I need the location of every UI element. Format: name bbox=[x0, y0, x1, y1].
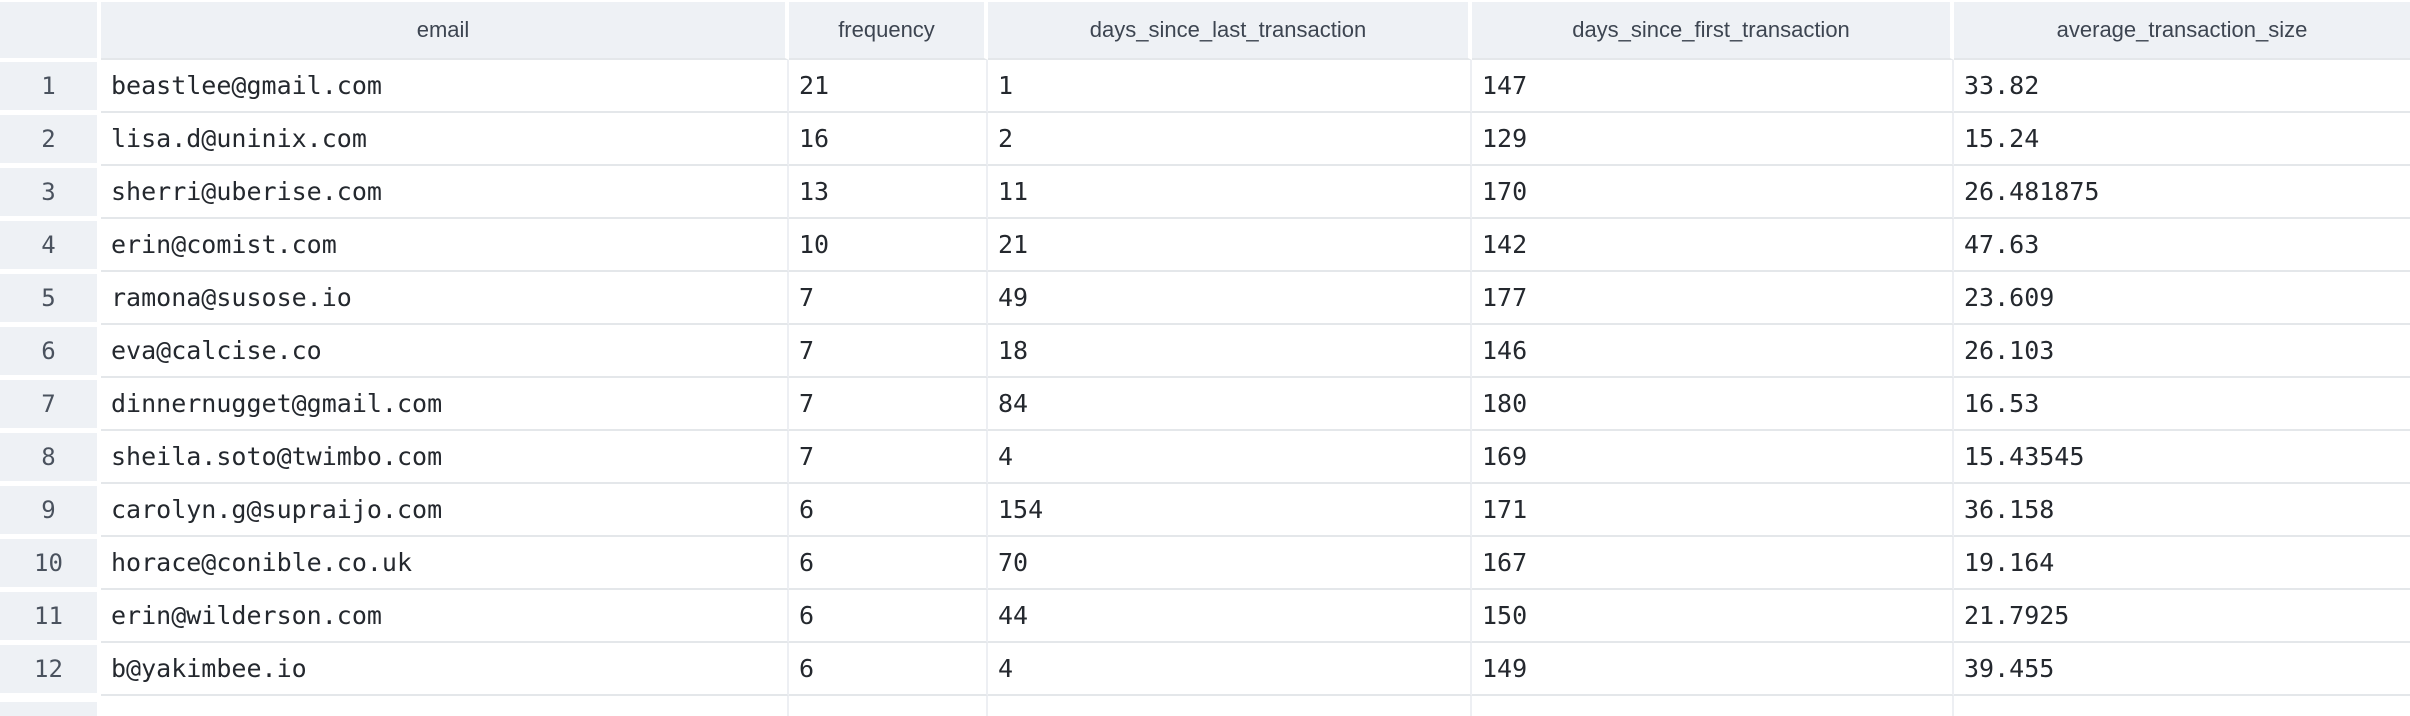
table-row: 4 erin@comist.com 10 21 142 47.63 bbox=[0, 219, 2410, 272]
cell-days-since-first-transaction[interactable]: 170 bbox=[1472, 166, 1954, 219]
column-header-email[interactable]: email bbox=[101, 0, 789, 60]
cell-average-transaction-size[interactable]: 15.43545 bbox=[1954, 431, 2410, 484]
row-index: 12 bbox=[0, 643, 101, 696]
cell-frequency[interactable]: 6 bbox=[789, 590, 988, 643]
cell-days-since-first-transaction[interactable]: 146 bbox=[1472, 325, 1954, 378]
cell-frequency[interactable]: 6 bbox=[789, 484, 988, 537]
row-index: 10 bbox=[0, 537, 101, 590]
row-index: 3 bbox=[0, 166, 101, 219]
cell-days-since-first-transaction[interactable]: 150 bbox=[1472, 590, 1954, 643]
cell-average-transaction-size[interactable]: 21.7925 bbox=[1954, 590, 2410, 643]
cell-frequency[interactable]: 7 bbox=[789, 431, 988, 484]
cell-average-transaction-size[interactable]: 47.63 bbox=[1954, 219, 2410, 272]
cell-average-transaction-size[interactable]: 26.481875 bbox=[1954, 166, 2410, 219]
cell-email[interactable]: dinnernugget@gmail.com bbox=[101, 378, 789, 431]
column-header-days-since-last-transaction[interactable]: days_since_last_transaction bbox=[988, 0, 1472, 60]
table-row: 10 horace@conible.co.uk 6 70 167 19.164 bbox=[0, 537, 2410, 590]
cell-email[interactable]: sheila.soto@twimbo.com bbox=[101, 431, 789, 484]
cell-email[interactable]: sherri@uberise.com bbox=[101, 166, 789, 219]
row-index: 8 bbox=[0, 431, 101, 484]
cell-average-transaction-size[interactable]: 26.103 bbox=[1954, 325, 2410, 378]
table-row: 2 lisa.d@uninix.com 16 2 129 15.24 bbox=[0, 113, 2410, 166]
cell-email[interactable]: b@yakimbee.io bbox=[101, 643, 789, 696]
cell-days-since-last-transaction[interactable]: 11 bbox=[988, 166, 1472, 219]
cell-average-transaction-size[interactable]: 23.609 bbox=[1954, 272, 2410, 325]
cell-frequency[interactable]: 13 bbox=[789, 166, 988, 219]
cell-email[interactable]: erin@comist.com bbox=[101, 219, 789, 272]
cell-frequency bbox=[789, 696, 988, 716]
cell-average-transaction-size[interactable]: 39.455 bbox=[1954, 643, 2410, 696]
table-row: 11 erin@wilderson.com 6 44 150 21.7925 bbox=[0, 590, 2410, 643]
cell-average-transaction-size[interactable]: 33.82 bbox=[1954, 60, 2410, 113]
cell-days-since-last-transaction[interactable]: 44 bbox=[988, 590, 1472, 643]
cell-frequency[interactable]: 6 bbox=[789, 537, 988, 590]
cell-days-since-last-transaction[interactable]: 49 bbox=[988, 272, 1472, 325]
cell-average-transaction-size[interactable]: 19.164 bbox=[1954, 537, 2410, 590]
cell-days-since-first-transaction bbox=[1472, 696, 1954, 716]
cell-email[interactable]: lisa.d@uninix.com bbox=[101, 113, 789, 166]
table-row: 7 dinnernugget@gmail.com 7 84 180 16.53 bbox=[0, 378, 2410, 431]
cell-email bbox=[101, 696, 789, 716]
cell-frequency[interactable]: 6 bbox=[789, 643, 988, 696]
cell-email[interactable]: horace@conible.co.uk bbox=[101, 537, 789, 590]
cell-days-since-first-transaction[interactable]: 171 bbox=[1472, 484, 1954, 537]
table-row: 9 carolyn.g@supraijo.com 6 154 171 36.15… bbox=[0, 484, 2410, 537]
cell-average-transaction-size[interactable]: 15.24 bbox=[1954, 113, 2410, 166]
row-index-header bbox=[0, 0, 101, 60]
row-index: 5 bbox=[0, 272, 101, 325]
cell-days-since-first-transaction[interactable]: 167 bbox=[1472, 537, 1954, 590]
cell-email[interactable]: beastlee@gmail.com bbox=[101, 60, 789, 113]
cell-days-since-last-transaction bbox=[988, 696, 1472, 716]
cell-average-transaction-size[interactable]: 16.53 bbox=[1954, 378, 2410, 431]
cell-days-since-last-transaction[interactable]: 4 bbox=[988, 431, 1472, 484]
cell-frequency[interactable]: 10 bbox=[789, 219, 988, 272]
cell-average-transaction-size[interactable]: 36.158 bbox=[1954, 484, 2410, 537]
cell-frequency[interactable]: 21 bbox=[789, 60, 988, 113]
cell-email[interactable]: erin@wilderson.com bbox=[101, 590, 789, 643]
cell-average-transaction-size bbox=[1954, 696, 2410, 716]
table-row-partial bbox=[0, 696, 2410, 716]
cell-days-since-last-transaction[interactable]: 1 bbox=[988, 60, 1472, 113]
column-header-frequency[interactable]: frequency bbox=[789, 0, 988, 60]
row-index: 1 bbox=[0, 60, 101, 113]
table-row: 12 b@yakimbee.io 6 4 149 39.455 bbox=[0, 643, 2410, 696]
cell-frequency[interactable]: 7 bbox=[789, 272, 988, 325]
row-index: 6 bbox=[0, 325, 101, 378]
table-row: 1 beastlee@gmail.com 21 1 147 33.82 bbox=[0, 60, 2410, 113]
cell-days-since-last-transaction[interactable]: 4 bbox=[988, 643, 1472, 696]
cell-email[interactable]: carolyn.g@supraijo.com bbox=[101, 484, 789, 537]
row-index: 4 bbox=[0, 219, 101, 272]
cell-days-since-last-transaction[interactable]: 84 bbox=[988, 378, 1472, 431]
row-index bbox=[0, 696, 101, 716]
row-index: 9 bbox=[0, 484, 101, 537]
table-row: 6 eva@calcise.co 7 18 146 26.103 bbox=[0, 325, 2410, 378]
cell-days-since-first-transaction[interactable]: 129 bbox=[1472, 113, 1954, 166]
cell-email[interactable]: ramona@susose.io bbox=[101, 272, 789, 325]
cell-frequency[interactable]: 16 bbox=[789, 113, 988, 166]
cell-frequency[interactable]: 7 bbox=[789, 325, 988, 378]
row-index: 2 bbox=[0, 113, 101, 166]
cell-days-since-first-transaction[interactable]: 149 bbox=[1472, 643, 1954, 696]
cell-days-since-first-transaction[interactable]: 177 bbox=[1472, 272, 1954, 325]
table-row: 8 sheila.soto@twimbo.com 7 4 169 15.4354… bbox=[0, 431, 2410, 484]
cell-days-since-last-transaction[interactable]: 70 bbox=[988, 537, 1472, 590]
cell-days-since-last-transaction[interactable]: 2 bbox=[988, 113, 1472, 166]
table-row: 5 ramona@susose.io 7 49 177 23.609 bbox=[0, 272, 2410, 325]
cell-days-since-first-transaction[interactable]: 180 bbox=[1472, 378, 1954, 431]
row-index: 7 bbox=[0, 378, 101, 431]
cell-days-since-last-transaction[interactable]: 154 bbox=[988, 484, 1472, 537]
cell-days-since-last-transaction[interactable]: 18 bbox=[988, 325, 1472, 378]
cell-frequency[interactable]: 7 bbox=[789, 378, 988, 431]
cell-days-since-first-transaction[interactable]: 169 bbox=[1472, 431, 1954, 484]
table-header-row: email frequency days_since_last_transact… bbox=[0, 0, 2410, 60]
row-index: 11 bbox=[0, 590, 101, 643]
column-header-days-since-first-transaction[interactable]: days_since_first_transaction bbox=[1472, 0, 1954, 60]
table-row: 3 sherri@uberise.com 13 11 170 26.481875 bbox=[0, 166, 2410, 219]
column-header-average-transaction-size[interactable]: average_transaction_size bbox=[1954, 0, 2410, 60]
cell-email[interactable]: eva@calcise.co bbox=[101, 325, 789, 378]
cell-days-since-first-transaction[interactable]: 142 bbox=[1472, 219, 1954, 272]
cell-days-since-first-transaction[interactable]: 147 bbox=[1472, 60, 1954, 113]
cell-days-since-last-transaction[interactable]: 21 bbox=[988, 219, 1472, 272]
